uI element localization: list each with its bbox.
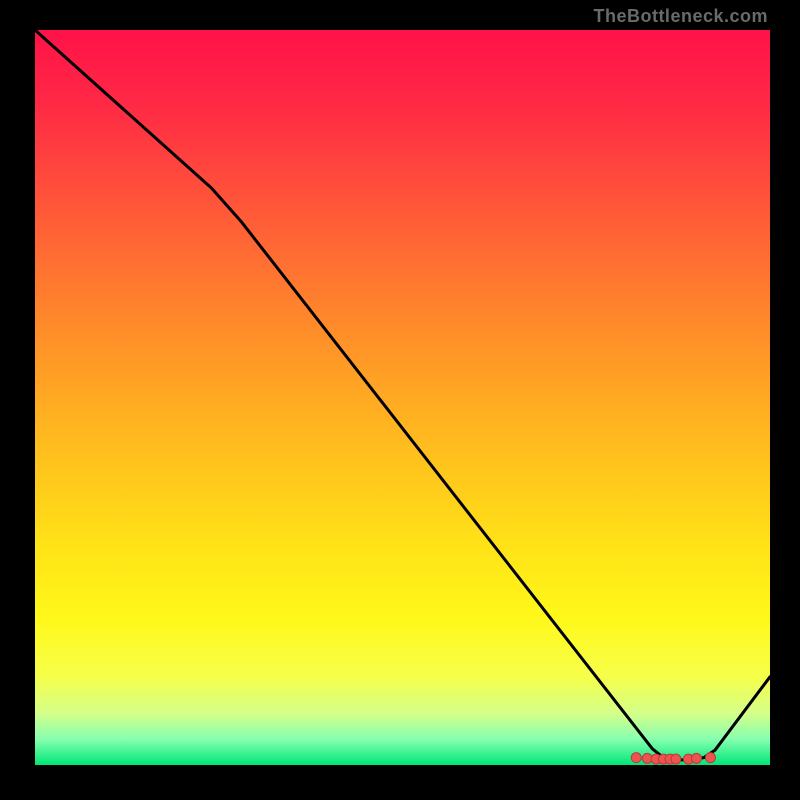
data-marker bbox=[692, 753, 702, 763]
data-marker bbox=[705, 753, 715, 763]
data-marker bbox=[631, 753, 641, 763]
data-marker bbox=[671, 754, 681, 764]
curve-layer bbox=[35, 30, 770, 765]
plot-area bbox=[35, 30, 770, 765]
attribution-text: TheBottleneck.com bbox=[593, 6, 768, 27]
chart-container: TheBottleneck.com bbox=[0, 0, 800, 800]
bottleneck-curve bbox=[35, 30, 770, 760]
